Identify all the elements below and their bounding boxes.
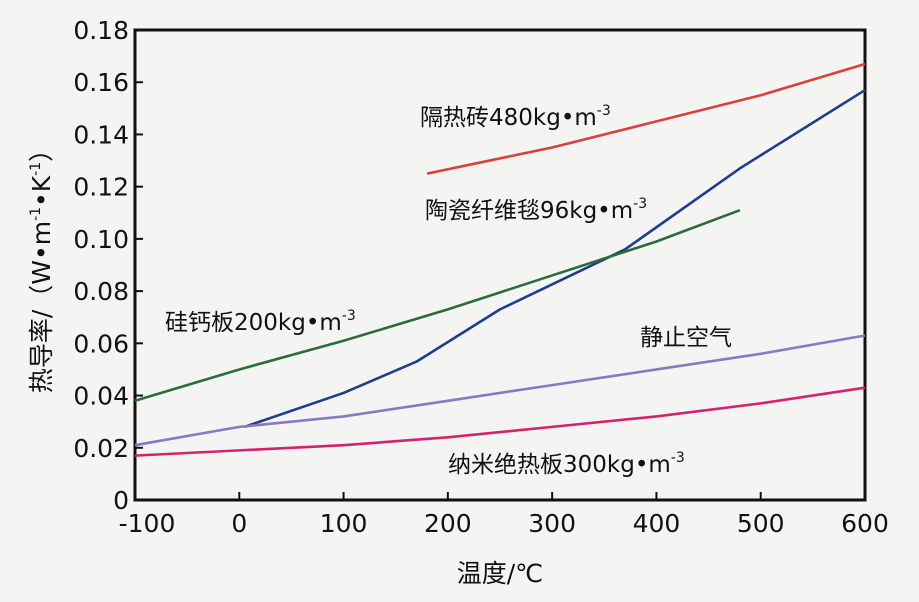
x-tick-label: 0	[231, 509, 247, 538]
x-axis-label: 温度/℃	[457, 559, 544, 588]
x-tick-label: -100	[119, 509, 176, 538]
series-line	[426, 62, 866, 175]
plot-frame	[133, 28, 867, 502]
series-layer	[134, 62, 866, 457]
x-tick-label: 600	[841, 509, 889, 538]
x-tick-label: 100	[320, 509, 368, 538]
y-tick-label: 0.18	[73, 16, 129, 45]
series-line	[134, 334, 866, 447]
y-tick-label: 0.12	[73, 173, 129, 202]
x-tick-label: 500	[737, 509, 785, 538]
annotation-ceramic-fiber-blanket: 陶瓷纤维毯96kg•m-3	[425, 196, 647, 224]
y-tick-label: 0.06	[73, 329, 129, 358]
y-tick-label: 0.16	[73, 68, 129, 97]
x-tick-label: 300	[528, 509, 576, 538]
y-tick-label: 0.04	[73, 382, 129, 411]
series-line	[134, 386, 866, 457]
x-tick-label: 400	[633, 509, 681, 538]
series-line	[244, 88, 866, 429]
y-tick-label: 0	[113, 486, 129, 515]
y-tick-label: 0.10	[73, 225, 129, 254]
annotation-still-air: 静止空气	[640, 325, 732, 351]
y-axis-label: 热导率/（W•m-1•K-1）	[27, 137, 56, 393]
annotation-calcium-silicate-board: 硅钙板200kg•m-3	[165, 308, 356, 336]
series-line	[134, 208, 741, 403]
annotation-insulating-brick: 隔热砖480kg•m-3	[420, 103, 611, 131]
y-tick-label: 0.08	[73, 277, 129, 306]
y-tick-label: 0.02	[73, 434, 129, 463]
annotation-nano-insulation-board: 纳米绝热板300kg•m-3	[448, 450, 685, 478]
x-tick-label: 200	[424, 509, 472, 538]
tick-layer: -100 0 100 200 300 400 500 60000.020.040.060.08…	[73, 16, 889, 538]
y-tick-label: 0.14	[73, 120, 129, 149]
